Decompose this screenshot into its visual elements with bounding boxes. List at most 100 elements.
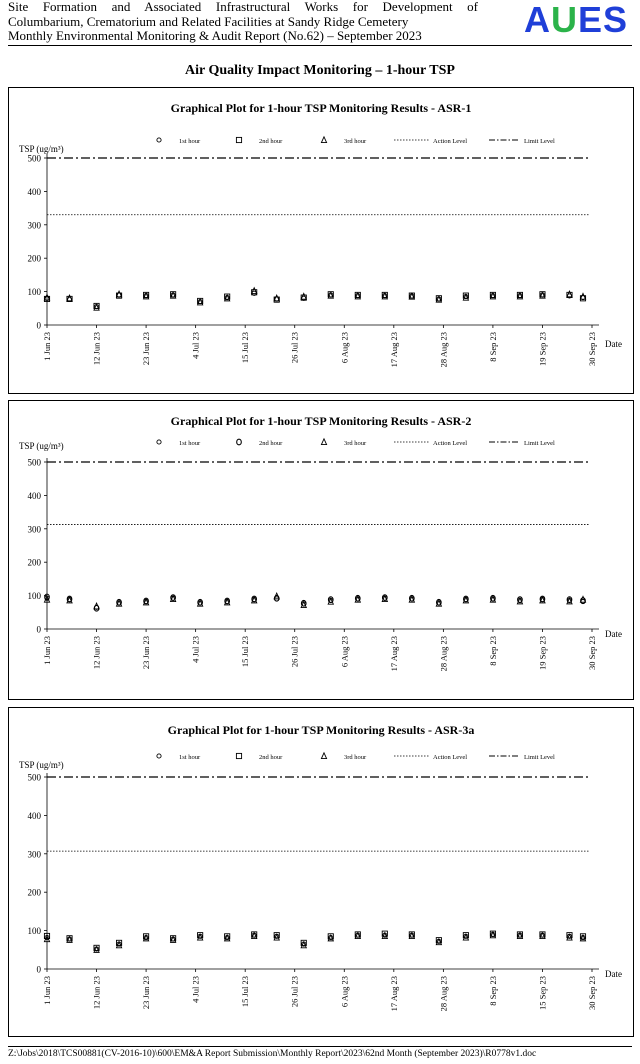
data-point — [223, 933, 231, 942]
data-point — [435, 937, 443, 946]
data-point — [197, 932, 204, 939]
legend-limit-label: Limit Level — [524, 440, 555, 447]
data-point — [381, 930, 388, 937]
legend-marker-3 — [320, 135, 328, 144]
data-point — [43, 295, 51, 302]
chart-title: Graphical Plot for 1-hour TSP Monitoring… — [171, 101, 472, 115]
x-tick-label: 15 Jul 23 — [240, 976, 250, 1007]
data-point — [354, 595, 362, 603]
report-title-line-1: Site Formation and Associated Infrastruc… — [8, 0, 478, 14]
legend-marker-3 — [320, 751, 328, 760]
data-point — [408, 292, 416, 300]
x-tick-label: 19 Sep 23 — [537, 636, 547, 670]
y-tick-label: 100 — [28, 591, 42, 601]
data-point — [250, 931, 258, 940]
y-tick-label: 200 — [28, 888, 42, 898]
file-path-footer: Z:\Jobs\2018\TCS00881(CV-2016-10)\600\EM… — [8, 1049, 537, 1059]
legend-label-1: 1st hour — [179, 754, 201, 761]
legend-marker-3 — [320, 437, 328, 446]
legend-label-3: 3rd hour — [344, 754, 367, 761]
data-point — [381, 594, 389, 602]
data-point — [66, 935, 73, 943]
legend-limit-label: Limit Level — [524, 138, 555, 145]
y-tick-label: 400 — [28, 491, 42, 501]
data-point — [116, 292, 123, 299]
x-tick-label: 17 Aug 23 — [389, 332, 399, 367]
legend-marker-1 — [156, 753, 162, 759]
data-point — [224, 933, 231, 940]
x-axis-label: Date — [605, 629, 622, 639]
x-tick-label: 8 Sep 23 — [488, 636, 498, 666]
legend-label-1: 1st hour — [179, 440, 201, 447]
chart-legend: 1st hour 2nd hour 3rd hour Action Level Limi… — [156, 135, 555, 145]
series-1 — [44, 595, 586, 610]
series-2 — [44, 593, 586, 612]
data-point — [381, 931, 389, 940]
x-axis-label: Date — [605, 969, 622, 979]
report-header: Site Formation and Associated Infrastruc… — [8, 0, 628, 46]
data-point — [300, 294, 307, 301]
data-point — [462, 293, 470, 301]
data-point — [250, 595, 258, 604]
data-point — [489, 930, 497, 939]
legend-limit-label: Limit Level — [524, 754, 555, 761]
series-2 — [43, 930, 587, 951]
header-divider — [8, 45, 632, 46]
y-tick-label: 200 — [28, 254, 42, 264]
legend-action-label: Action Level — [433, 754, 467, 761]
x-tick-label: 23 Jun 23 — [141, 332, 151, 365]
data-point — [142, 291, 150, 300]
x-tick-label: 30 Sep 23 — [587, 976, 597, 1010]
chart-panel-asr-2: Graphical Plot for 1-hour TSP Monitoring… — [8, 400, 634, 700]
aues-logo: AUES — [523, 0, 628, 40]
x-tick-label: 30 Sep 23 — [587, 332, 597, 366]
data-point — [169, 935, 177, 943]
series-1 — [44, 931, 586, 952]
legend-marker-1 — [156, 137, 162, 143]
chart-title: Graphical Plot for 1-hour TSP Monitoring… — [171, 414, 472, 428]
x-tick-label: 6 Aug 23 — [339, 332, 349, 363]
chart-asr-3a: Graphical Plot for 1-hour TSP Monitoring… — [19, 723, 622, 1011]
data-point — [462, 292, 469, 299]
report-title: Site Formation and Associated Infrastruc… — [8, 0, 478, 44]
x-axis-label: Date — [605, 339, 622, 349]
y-tick-label: 0 — [37, 625, 42, 635]
x-tick-label: 15 Sep 23 — [537, 976, 547, 1010]
x-tick-label: 26 Jul 23 — [290, 636, 300, 667]
data-point — [300, 599, 307, 607]
series-3 — [43, 591, 587, 610]
chart-title: Graphical Plot for 1-hour TSP Monitoring… — [168, 723, 475, 737]
y-tick-label: 500 — [28, 154, 42, 164]
x-tick-label: 17 Aug 23 — [389, 976, 399, 1011]
data-point — [539, 931, 546, 940]
data-point — [93, 303, 100, 311]
legend-marker-2 — [235, 136, 243, 144]
legend-label-2: 2nd hour — [259, 440, 283, 447]
data-point — [354, 291, 362, 300]
legend-marker-1 — [156, 439, 162, 445]
data-point — [115, 289, 123, 298]
report-title-line-3: Monthly Environmental Monitoring & Audit… — [8, 28, 422, 43]
data-point — [273, 932, 280, 939]
data-point — [539, 291, 546, 299]
data-point — [516, 596, 524, 605]
x-tick-label: 6 Aug 23 — [339, 636, 349, 667]
x-tick-label: 6 Aug 23 — [339, 976, 349, 1007]
data-point — [169, 594, 177, 602]
legend-marker-2 — [235, 752, 243, 760]
x-tick-label: 26 Jul 23 — [290, 332, 300, 363]
legend-label-3: 3rd hour — [344, 138, 367, 145]
x-tick-label: 28 Aug 23 — [438, 976, 448, 1011]
x-tick-label: 1 Jun 23 — [42, 976, 52, 1005]
data-point — [579, 933, 587, 940]
data-point — [66, 595, 73, 604]
x-tick-label: 12 Jun 23 — [92, 636, 102, 669]
data-point — [435, 295, 443, 303]
legend-label-3: 3rd hour — [344, 440, 367, 447]
y-tick-label: 300 — [28, 220, 42, 230]
data-point — [435, 599, 443, 607]
data-point — [196, 297, 204, 306]
data-point — [115, 940, 123, 949]
data-point — [66, 295, 73, 302]
data-point — [354, 931, 362, 940]
